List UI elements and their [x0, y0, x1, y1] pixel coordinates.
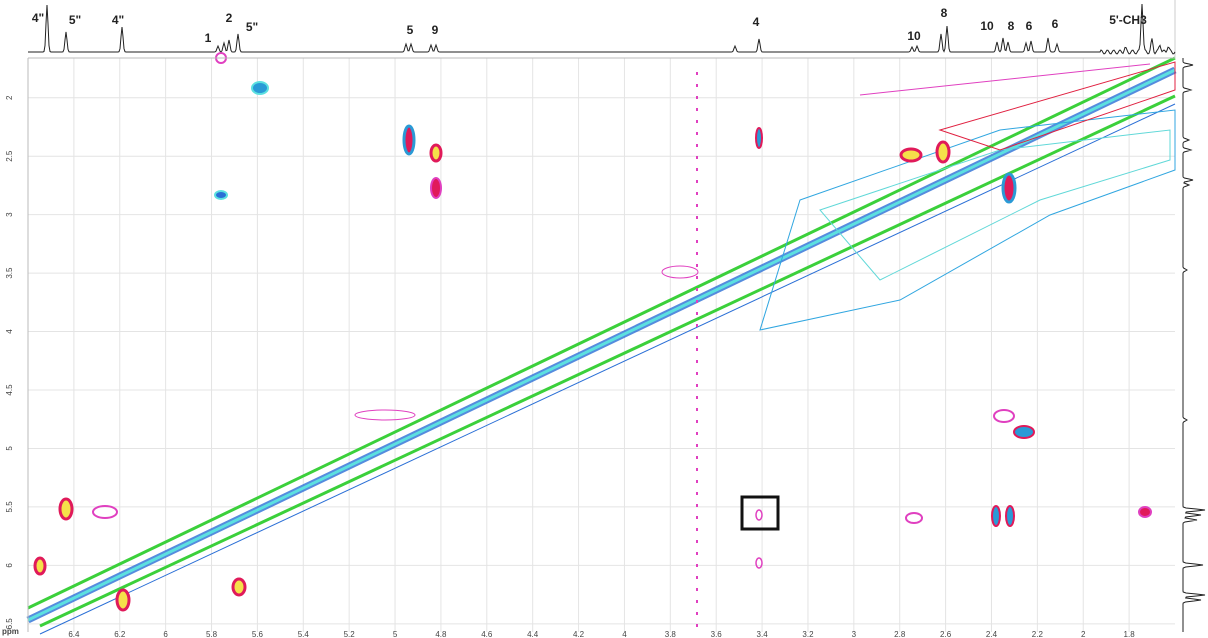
cross-peaks [33, 52, 1152, 612]
x-tick-label: 3.4 [757, 630, 769, 638]
cross-peak [58, 497, 74, 521]
x-tick-label: 5.8 [206, 630, 218, 638]
cross-peak [231, 577, 247, 597]
cross-peak [251, 81, 269, 95]
cross-peak [92, 505, 118, 519]
peak-label: 10 [980, 19, 994, 33]
peak-label: 5" [69, 13, 81, 27]
cross-peak [755, 557, 763, 569]
peak-label: 2 [226, 11, 233, 25]
cross-peak [661, 265, 699, 279]
x-tick-label: 5 [393, 630, 398, 638]
cross-peak [429, 143, 443, 163]
x-tick-label: 3.8 [665, 630, 677, 638]
cross-peak [1005, 505, 1015, 527]
cross-peak [1001, 172, 1017, 204]
y-tick-label: 5 [5, 446, 14, 451]
x-tick-label: 6.4 [68, 630, 80, 638]
x-tick-label: 3.6 [711, 630, 723, 638]
noise-region [859, 63, 1151, 96]
x-tick-label: 4.8 [435, 630, 447, 638]
y-tick-label: 2 [5, 95, 14, 100]
diagonal-line [39, 103, 1176, 635]
peak-label: 6 [1026, 19, 1033, 33]
x-tick-label: 4.2 [573, 630, 585, 638]
cross-peak [115, 588, 131, 612]
y-tick-label: 3.5 [5, 267, 14, 279]
y-tick-label: 6 [5, 563, 14, 568]
peak-label: 10 [907, 29, 921, 43]
y-tick-label: 6.5 [5, 618, 14, 630]
cross-peak [1138, 506, 1152, 518]
cross-peak [935, 140, 951, 164]
x-tick-label: 5.6 [252, 630, 264, 638]
peak-label: 5" [246, 20, 258, 34]
x-tick-label: 4.4 [527, 630, 539, 638]
cross-peak [430, 177, 442, 199]
y-tick-label: 4.5 [5, 384, 14, 396]
peak-label: 5'-CH3 [1109, 13, 1147, 27]
y-tick-label: 3 [5, 212, 14, 217]
x-tick-label: 6 [163, 630, 168, 638]
x-axis-label: ppm [2, 627, 19, 636]
grid [28, 58, 1175, 632]
y-tick-label: 4 [5, 329, 14, 334]
x-tick-label: 2.4 [986, 630, 998, 638]
cross-peak [214, 190, 228, 200]
peak-label: 8 [941, 6, 948, 20]
peak-label: 4" [112, 13, 124, 27]
contours [26, 52, 1177, 635]
x-tick-label: 2.6 [940, 630, 952, 638]
cross-peak [354, 409, 416, 421]
x-tick-label: 3.2 [802, 630, 814, 638]
x-tick-label: 3 [852, 630, 857, 638]
highlight-box [740, 495, 780, 531]
peak-label: 6 [1052, 17, 1059, 31]
cross-peak [905, 512, 923, 524]
cross-peak [899, 147, 923, 163]
cross-peak [755, 509, 763, 521]
cross-peak [33, 556, 47, 576]
noise-region [759, 109, 1176, 331]
x-tick-label: 4 [622, 630, 627, 638]
diagonal-band [27, 68, 1176, 622]
peak-label: 9 [432, 23, 439, 37]
x-tick-label: 6.2 [114, 630, 126, 638]
x-tick-label: 2 [1081, 630, 1086, 638]
cross-peak [755, 127, 763, 149]
peak-label: 4 [753, 15, 760, 29]
y-tick-label: 2.5 [5, 150, 14, 162]
peak-label: 4" [32, 11, 44, 25]
top-1d-spectrum [28, 3, 1176, 55]
peak-label: 5 [407, 23, 414, 37]
x-tick-label: 5.2 [344, 630, 356, 638]
diagonal-line [39, 94, 1176, 628]
cross-peak [1013, 425, 1035, 439]
cross-peak [402, 124, 416, 156]
cross-peak [991, 505, 1001, 527]
y-tick-label: 5.5 [5, 501, 14, 513]
x-tick-label: 2.8 [894, 630, 906, 638]
diagonal-line [27, 56, 1176, 610]
x-tick-label: 5.4 [298, 630, 310, 638]
x-tick-label: 2.2 [1032, 630, 1044, 638]
x-tick-label: 1.8 [1124, 630, 1136, 638]
noise-region [938, 61, 1176, 151]
cross-peak [993, 409, 1015, 423]
peak-label: 1 [205, 31, 212, 45]
axes: 2 2.5 3 3.5 4 4.5 5 5.5 6 6.5 6.4 6.2 6 5.8 5.6 5.4 5.2 5… [5, 95, 1135, 638]
side-1d-spectrum [1182, 58, 1206, 632]
x-tick-label: 4.6 [481, 630, 493, 638]
peak-label: 8 [1008, 19, 1015, 33]
